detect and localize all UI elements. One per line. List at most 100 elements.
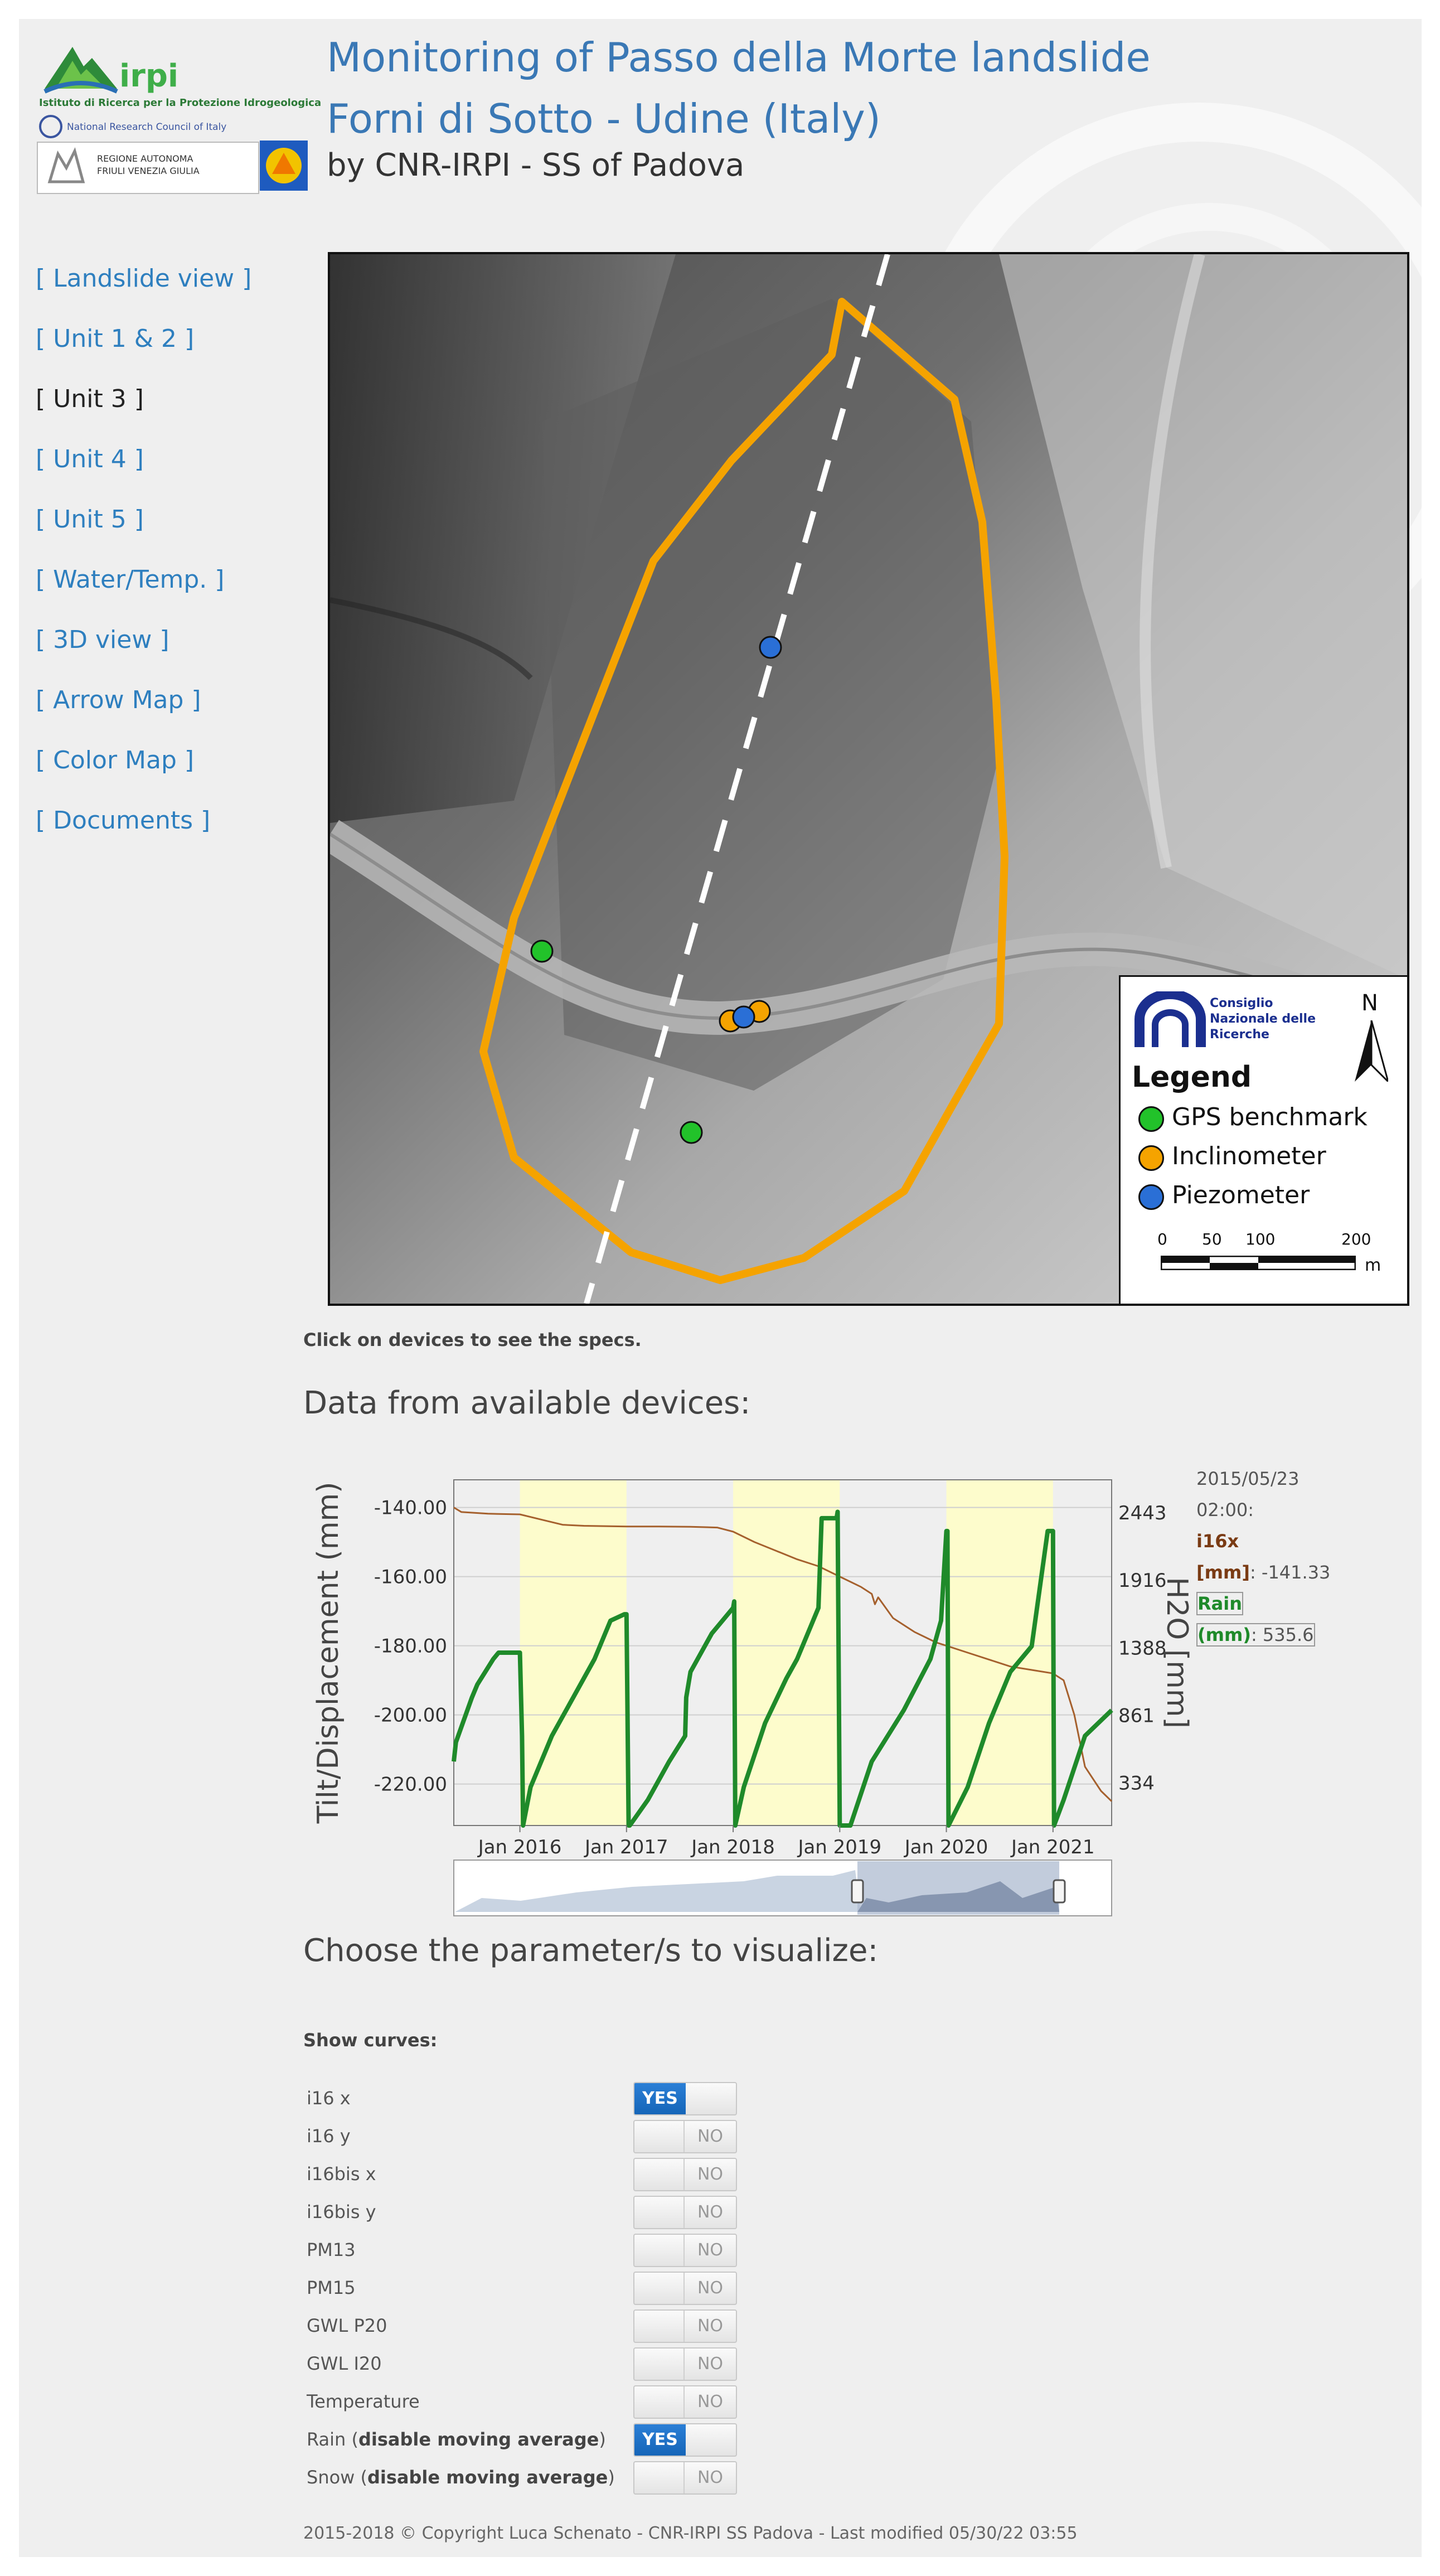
parameter-row: i16 x YES <box>307 2082 976 2115</box>
nav-unit-4[interactable]: [ Unit 4 ] <box>36 445 144 473</box>
parameter-label-bold: disable moving average <box>367 2467 608 2488</box>
parameter-row: i16 y NO <box>307 2120 976 2153</box>
x-tick-label: Jan 2018 <box>690 1836 775 1858</box>
chart-readout: 2015/05/23 02:00: i16x [mm]: -141.33 Rai… <box>1196 1463 1330 1650</box>
nav-documents[interactable]: [ Documents ] <box>36 806 211 835</box>
scale-tick-0: 0 <box>1157 1230 1167 1248</box>
north-arrow-icon <box>1355 1020 1388 1082</box>
nav-color-map[interactable]: [ Color Map ] <box>36 746 195 774</box>
legend-org: Consiglio Nazionale delle Ricerche <box>1210 996 1316 1043</box>
footer: 2015-2018 © Copyright Luca Schenato - CN… <box>303 2524 1078 2543</box>
parameter-row: Snow (disable moving average) NO <box>307 2461 976 2495</box>
show-curves-label: Show curves: <box>303 2030 438 2051</box>
scale-tick-200: 200 <box>1341 1230 1371 1248</box>
parameter-label-text: Snow ( <box>307 2467 367 2488</box>
parameter-label-text: i16bis x <box>307 2163 376 2185</box>
gps-benchmark-marker <box>680 1121 703 1144</box>
readout-date: 2015/05/23 <box>1196 1468 1300 1489</box>
parameter-toggle[interactable]: NO <box>633 2309 737 2343</box>
parameter-toggle[interactable]: NO <box>633 2347 737 2381</box>
irpi-logo-subtitle: Istituto di Ricerca per la Protezione Id… <box>39 97 322 109</box>
parameter-label-tail: ) <box>608 2467 615 2488</box>
right-tick-label: 334 <box>1118 1772 1155 1794</box>
parameter-label-text: PM13 <box>307 2239 356 2260</box>
parameter-label: i16 x <box>307 2088 351 2109</box>
parameter-heading: Choose the parameter/s to visualize: <box>303 1933 879 1969</box>
gps-benchmark-marker <box>530 940 554 963</box>
nav-unit-3[interactable]: [ Unit 3 ] <box>36 385 144 413</box>
section-line <box>584 254 890 1304</box>
nav-landslide-view[interactable]: [ Landslide view ] <box>36 264 252 293</box>
parameter-row: PM15 NO <box>307 2272 976 2305</box>
parameter-toggle[interactable]: NO <box>633 2196 737 2229</box>
range-navigator[interactable] <box>453 1860 1112 1916</box>
legend-gps-label: GPS benchmark <box>1172 1103 1368 1131</box>
parameter-label: Snow (disable moving average) <box>307 2467 615 2488</box>
parameter-label-text: Rain ( <box>307 2429 358 2450</box>
legend-org-line2: Nazionale delle <box>1210 1012 1316 1026</box>
x-tick-label: Jan 2020 <box>904 1836 988 1858</box>
right-tick-label: 1388 <box>1118 1637 1167 1659</box>
legend-org-line1: Consiglio <box>1210 996 1273 1010</box>
piezometer-marker <box>759 636 782 659</box>
irpi-logo-text: irpi <box>119 58 179 94</box>
legend-inclinometer-label: Inclinometer <box>1172 1142 1326 1170</box>
gps-benchmark-icon <box>1138 1106 1164 1132</box>
parameter-toggle[interactable]: NO <box>633 2120 737 2153</box>
toggle-state: YES <box>634 2083 686 2114</box>
nav-3d-view[interactable]: [ 3D view ] <box>36 626 169 654</box>
nav-unit-5[interactable]: [ Unit 5 ] <box>36 505 144 534</box>
nav-water-temp[interactable]: [ Water/Temp. ] <box>36 565 225 594</box>
landslide-boundary <box>479 298 1009 1284</box>
parameter-toggle[interactable]: YES <box>633 2082 737 2115</box>
parameter-toggle[interactable]: NO <box>633 2385 737 2419</box>
parameter-label-text: GWL I20 <box>307 2353 382 2374</box>
cnr-small-icon <box>39 115 62 138</box>
nav-arrow-map[interactable]: [ Arrow Map ] <box>36 686 201 714</box>
page: irpi Istituto di Ricerca per la Protezio… <box>19 19 1422 2557</box>
readout-rain-unit: (mm) <box>1197 1624 1251 1645</box>
parameter-toggle[interactable]: NO <box>633 2158 737 2191</box>
right-tick-label: 861 <box>1118 1705 1155 1727</box>
parameter-label-text: i16bis y <box>307 2201 376 2222</box>
toggle-state: NO <box>683 2273 736 2304</box>
left-axis-label: Tilt/Displacement (mm) <box>312 1482 345 1824</box>
parameter-toggle[interactable]: NO <box>633 2272 737 2305</box>
parameter-label: i16bis x <box>307 2163 376 2185</box>
x-tick-label: Jan 2021 <box>1010 1836 1095 1858</box>
plot-frame <box>453 1479 1112 1826</box>
parameter-row: Temperature NO <box>307 2385 976 2419</box>
left-tick-label: -140.00 <box>374 1497 447 1519</box>
parameter-label: i16 y <box>307 2125 351 2147</box>
parameter-toggle[interactable]: NO <box>633 2461 737 2495</box>
fvg-logo <box>37 142 259 194</box>
page-title-line1: Monitoring of Passo della Morte landslid… <box>327 34 1151 81</box>
click-note: Click on devices to see the specs. <box>303 1329 642 1350</box>
parameter-row: i16bis x NO <box>307 2158 976 2191</box>
landslide-map[interactable]: Consiglio Nazionale delle Ricerche N Leg… <box>328 252 1409 1306</box>
nav-unit-1-2[interactable]: [ Unit 1 & 2 ] <box>36 325 195 353</box>
readout-i16x-unit: [mm] <box>1196 1562 1250 1583</box>
toggle-state: NO <box>683 2197 736 2228</box>
fvg-logo-line2: FRIULI VENEZIA GIULIA <box>97 166 200 176</box>
piezometer-icon <box>1138 1184 1164 1210</box>
toggle-state: NO <box>683 2121 736 2152</box>
left-tick-label: -160.00 <box>374 1566 447 1589</box>
scale-tick-100: 100 <box>1245 1230 1276 1248</box>
device-chart[interactable]: -140.00 -160.00 -180.00 -200.00 -220.00 2443… <box>298 1446 1194 1920</box>
parameter-label-text: i16 y <box>307 2125 351 2147</box>
left-tick-label: -220.00 <box>374 1774 447 1796</box>
parameter-label-text: GWL P20 <box>307 2315 387 2336</box>
parameter-toggle[interactable]: NO <box>633 2234 737 2267</box>
irpi-logo-icon <box>39 36 123 103</box>
parameter-toggle[interactable]: YES <box>633 2423 737 2457</box>
readout-rain-value: : 535.6 <box>1250 1624 1314 1645</box>
parameter-row: GWL I20 NO <box>307 2347 976 2381</box>
protezione-civile-logo <box>260 141 308 191</box>
parameter-label: PM15 <box>307 2277 356 2298</box>
shaded-year-band <box>946 1480 1053 1826</box>
page-title: Monitoring of Passo della Morte landslid… <box>327 27 1151 149</box>
x-tick-label: Jan 2019 <box>797 1836 881 1858</box>
page-subtitle: by CNR-IRPI - SS of Padova <box>327 147 745 183</box>
scale-tick-50: 50 <box>1202 1230 1222 1248</box>
